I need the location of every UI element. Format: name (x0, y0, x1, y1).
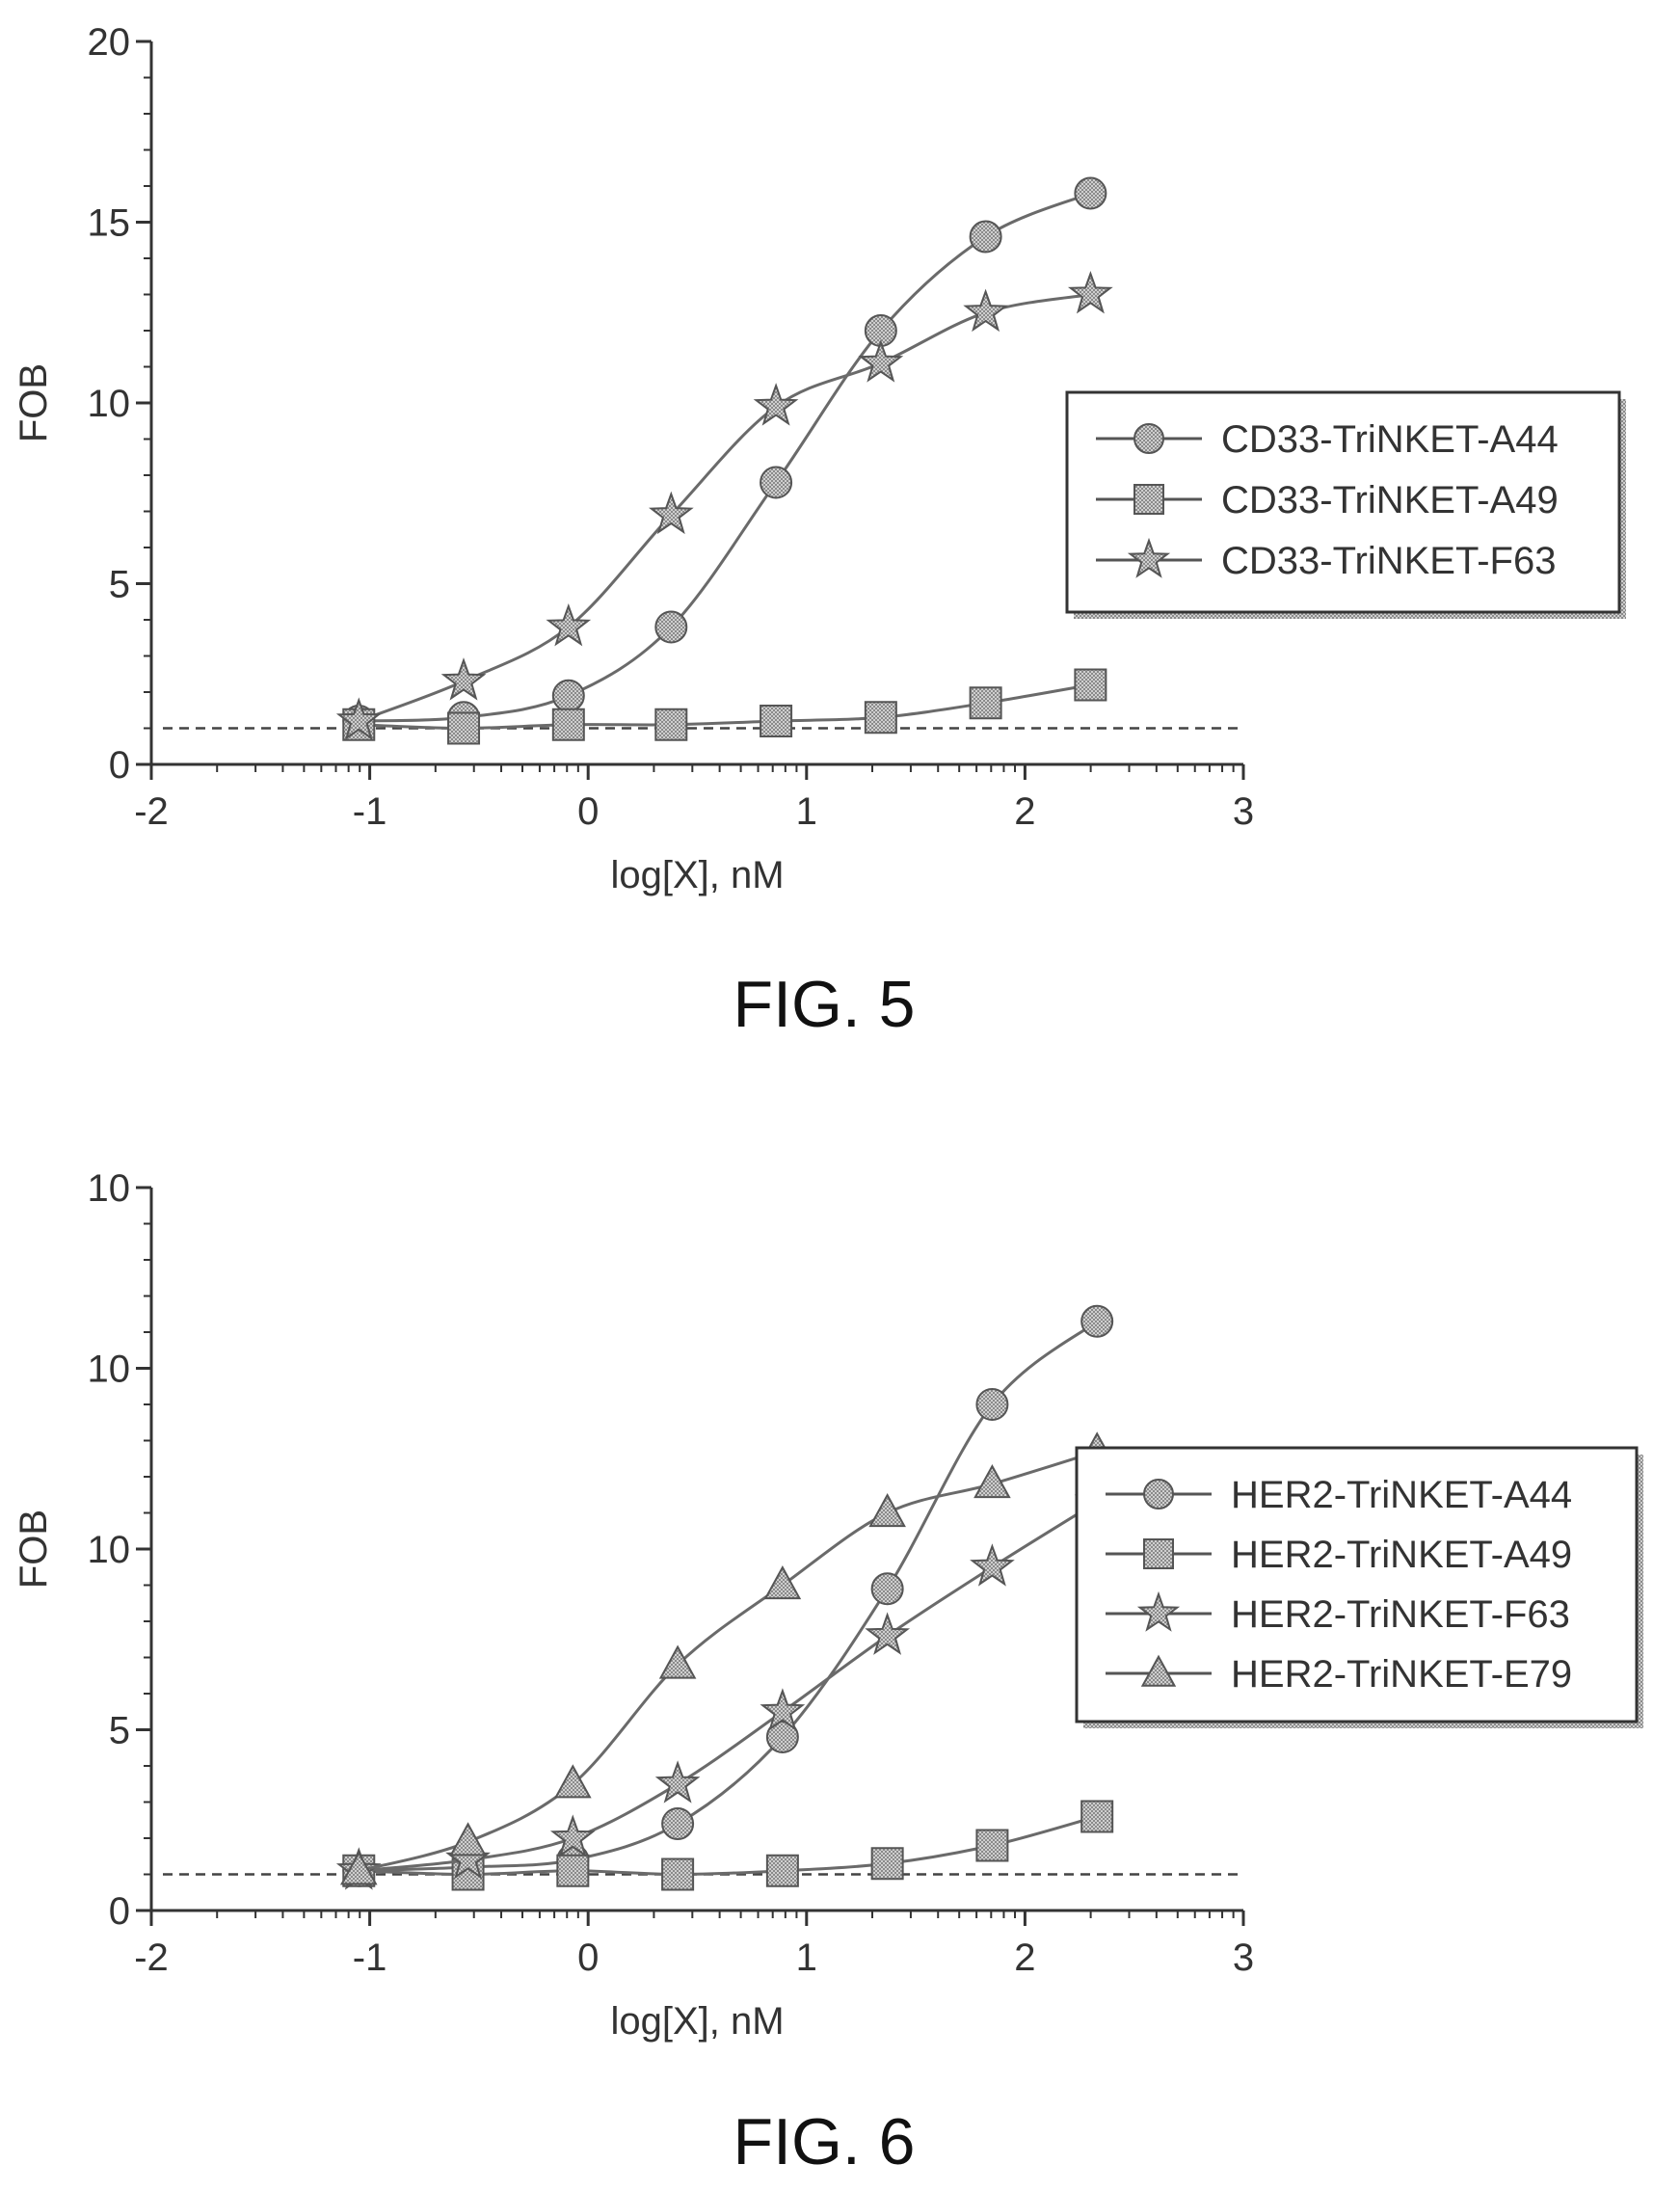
data-point-square (556, 1854, 590, 1887)
data-point-triangle (554, 1764, 592, 1799)
y-axis-label: FOB (13, 1510, 55, 1589)
legend-marker-square (1133, 484, 1164, 515)
figure-6-caption: FIG. 6 (733, 2105, 916, 2178)
legend-marker-star (1127, 537, 1171, 578)
data-point-square (760, 705, 793, 737)
x-tick-label: 0 (577, 1937, 599, 1979)
x-axis-label: log[X], nM (610, 854, 784, 896)
data-point-circle (1080, 1304, 1114, 1338)
y-tick-label: 0 (109, 1890, 130, 1933)
data-point-star (858, 339, 904, 383)
x-tick-label: 2 (1014, 790, 1035, 833)
data-point-star (865, 1612, 911, 1655)
legend-label: CD33-TriNKET-A49 (1221, 479, 1559, 521)
data-point-square (975, 1829, 1009, 1862)
x-tick-label: -1 (353, 790, 387, 833)
data-point-triangle (973, 1464, 1011, 1499)
data-point-square (1080, 1800, 1114, 1833)
data-point-square (870, 1847, 904, 1881)
x-tick-label: 3 (1233, 1937, 1254, 1979)
y-tick-label: 10 (88, 383, 131, 425)
data-point-circle (870, 1572, 904, 1606)
data-point-circle (975, 1388, 1009, 1421)
data-point-triangle (658, 1644, 697, 1679)
y-tick-label: 10 (88, 1167, 131, 1210)
series-line-triangle (358, 1450, 1098, 1873)
data-point-star (654, 1760, 701, 1804)
data-point-star (753, 383, 799, 426)
x-tick-label: -1 (353, 1937, 387, 1979)
legend-marker-star (1136, 1590, 1181, 1632)
data-point-star (549, 1814, 596, 1857)
data-point-square (661, 1857, 695, 1891)
legend-marker-circle (1143, 1479, 1174, 1510)
data-point-circle (1074, 176, 1107, 210)
series-line-circle (359, 192, 1091, 723)
legend-marker-square (1143, 1538, 1174, 1569)
x-tick-label: 1 (796, 1937, 817, 1979)
figure-6-chart: 0 5 10 10 10 -2 -1 0 1 2 3 log[X], nM FOB HER2-TriNKE… (13, 1167, 1643, 2043)
data-point-square (969, 686, 1002, 720)
y-tick-label: 0 (109, 744, 130, 787)
y-tick-label: 5 (109, 564, 130, 606)
data-point-square (654, 708, 688, 741)
legend-marker-triangle (1140, 1654, 1177, 1687)
data-point-square (447, 711, 481, 745)
series-line-star (359, 1501, 1098, 1873)
legend-label: HER2-TriNKET-F63 (1231, 1593, 1570, 1636)
data-point-star (970, 1543, 1015, 1587)
series-line-circle (359, 1320, 1099, 1873)
y-axis-label: FOB (13, 363, 55, 442)
data-point-star (546, 602, 592, 647)
legend-label: CD33-TriNKET-A44 (1221, 418, 1559, 461)
y-tick-label: 10 (88, 1349, 131, 1391)
data-point-star (648, 491, 694, 535)
x-tick-label: 0 (577, 790, 599, 833)
data-point-star (760, 1688, 806, 1731)
data-point-circle (969, 220, 1002, 254)
data-point-circle (654, 610, 688, 644)
data-point-circle (760, 466, 793, 499)
data-point-star (963, 288, 1009, 333)
y-tick-label: 15 (88, 202, 131, 245)
legend-label: HER2-TriNKET-A49 (1231, 1534, 1572, 1576)
data-point-triangle (763, 1565, 802, 1600)
legend-marker-circle (1133, 423, 1164, 454)
legend-label: CD33-TriNKET-F63 (1221, 540, 1556, 582)
data-point-circle (661, 1807, 695, 1840)
figure-5-chart: 0 5 10 15 20 -2 -1 0 1 2 3 log[X], nM FOB CD33-TriNKE… (13, 21, 1626, 896)
y-tick-label: 5 (109, 1710, 130, 1752)
data-point-star (1067, 270, 1113, 314)
data-point-square (1074, 668, 1107, 702)
x-tick-label: 3 (1233, 790, 1254, 833)
data-point-square (551, 708, 585, 741)
x-tick-label: -2 (134, 790, 169, 833)
data-point-star (440, 657, 487, 701)
figure-5-caption: FIG. 5 (733, 968, 916, 1041)
legend-label: HER2-TriNKET-E79 (1231, 1653, 1572, 1696)
x-tick-label: 2 (1014, 1937, 1035, 1979)
data-point-triangle (868, 1493, 906, 1528)
data-point-circle (551, 679, 585, 712)
y-tick-label: 20 (88, 21, 131, 64)
data-point-star (335, 697, 382, 740)
data-point-square (864, 701, 897, 735)
y-tick-label: 10 (88, 1529, 131, 1571)
series-line-star (358, 293, 1091, 723)
x-tick-label: 1 (796, 790, 817, 833)
data-point-square (765, 1854, 799, 1887)
legend-label: HER2-TriNKET-A44 (1231, 1474, 1572, 1516)
data-point-circle (765, 1721, 799, 1753)
data-point-triangle (449, 1822, 487, 1857)
x-tick-label: -2 (134, 1937, 169, 1979)
x-axis-label: log[X], nM (610, 2000, 784, 2043)
data-point-triangle (339, 1851, 378, 1885)
